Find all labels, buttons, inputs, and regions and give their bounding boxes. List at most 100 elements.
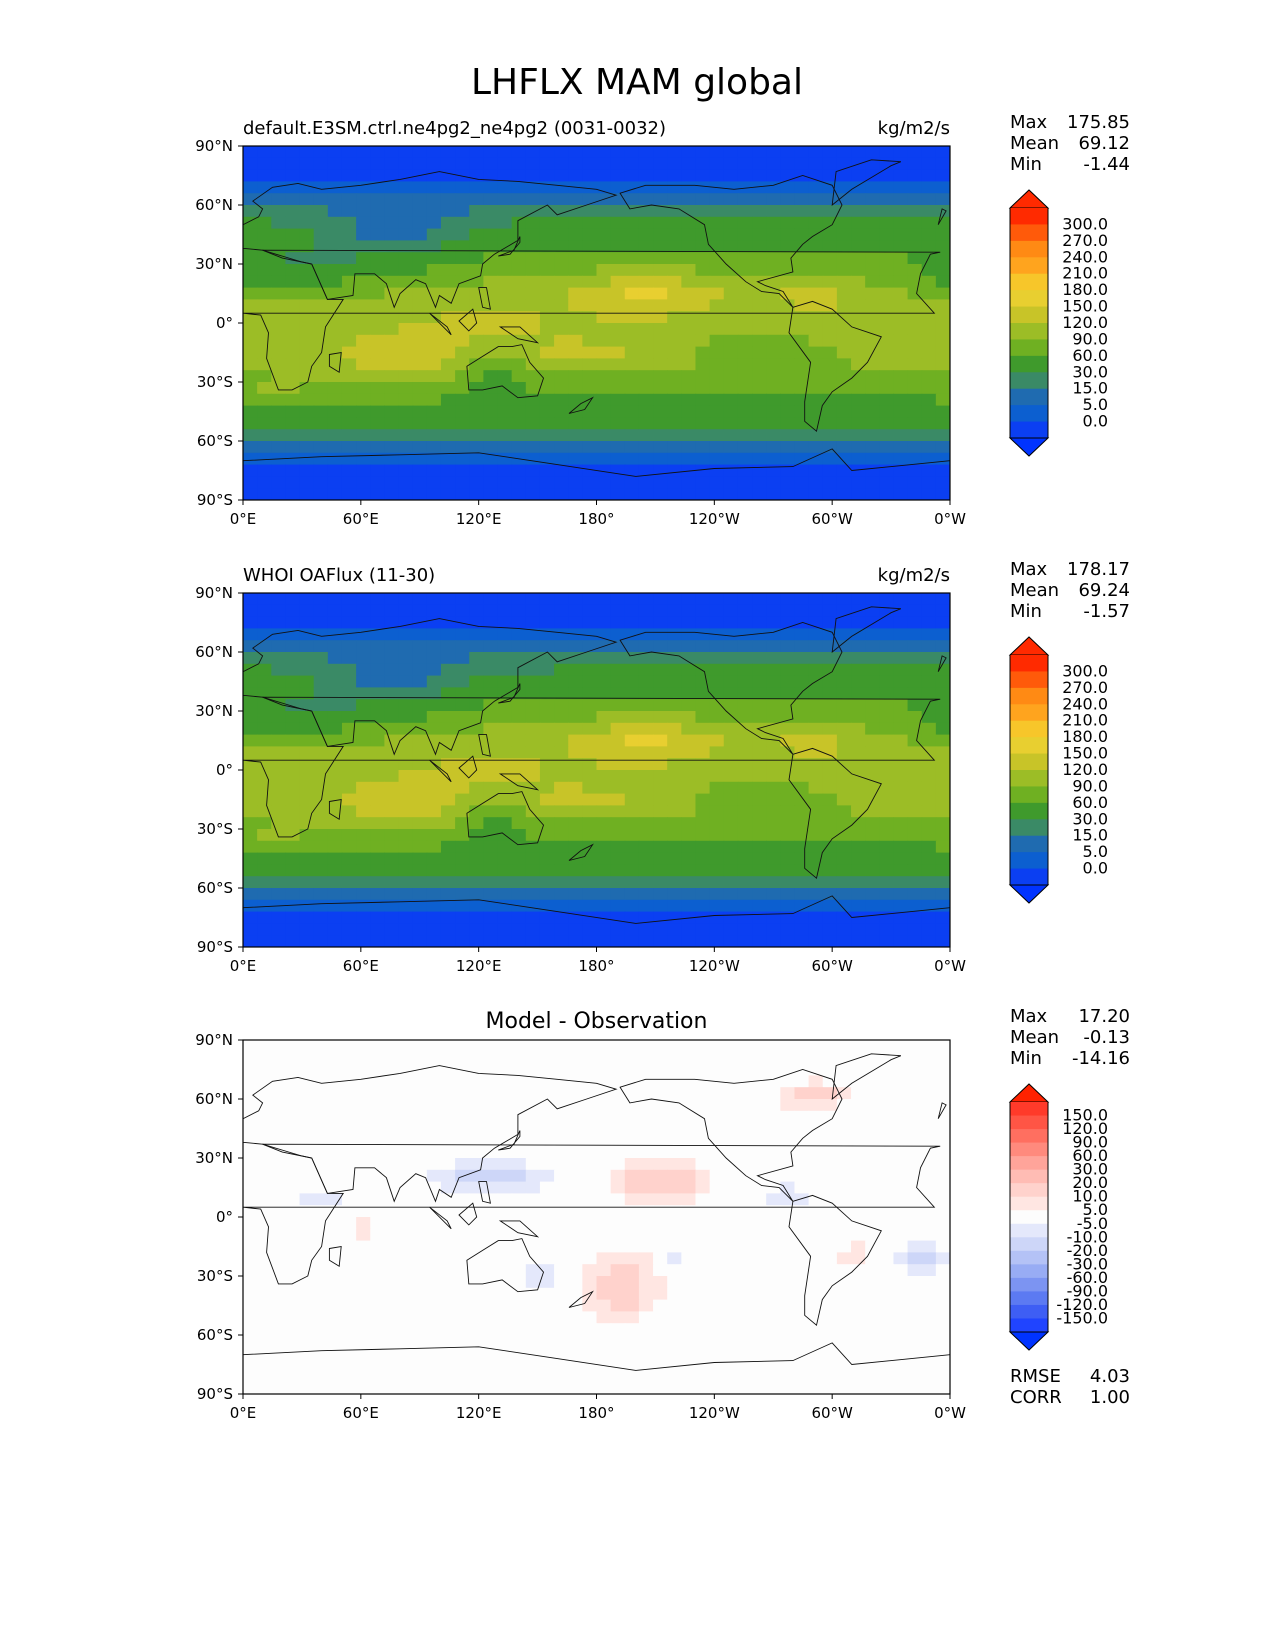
- map-cell: [879, 1205, 895, 1218]
- map-cell: [483, 675, 499, 688]
- map-cell: [539, 1264, 555, 1277]
- map-cell: [737, 287, 753, 300]
- map-cell: [681, 1158, 697, 1171]
- map-cell: [808, 770, 824, 783]
- map-cell: [766, 1110, 781, 1124]
- map-cell: [752, 864, 767, 877]
- map-cell: [412, 899, 428, 913]
- map-cell: [554, 1205, 569, 1218]
- map-cell: [851, 923, 866, 936]
- map-cell: [836, 1240, 852, 1253]
- map-cell: [766, 1240, 781, 1253]
- map-cell: [865, 652, 880, 665]
- map-cell: [398, 1040, 414, 1053]
- map-cell: [554, 146, 569, 159]
- map-cell: [709, 287, 725, 300]
- map-cell: [313, 393, 329, 407]
- map-cell: [695, 687, 711, 700]
- y-tick-label: 30°N: [195, 255, 233, 273]
- map-cell: [737, 417, 753, 430]
- map-cell: [511, 852, 527, 865]
- map-cell: [935, 1205, 950, 1218]
- map-cell: [440, 911, 456, 924]
- map-cell: [243, 358, 258, 371]
- map-cell: [370, 1110, 385, 1124]
- map-cell: [695, 181, 711, 194]
- map-cell: [624, 1382, 640, 1394]
- map-cell: [327, 888, 343, 901]
- map-cell: [271, 604, 287, 618]
- map-cell: [511, 1075, 527, 1088]
- map-cell: [483, 334, 499, 348]
- map-cell: [370, 1146, 385, 1159]
- map-cell: [780, 488, 796, 500]
- map-cell: [681, 1087, 697, 1100]
- map-cell: [285, 323, 301, 336]
- map-cell: [539, 1099, 555, 1112]
- map-cell: [752, 1382, 767, 1394]
- map-cell: [497, 429, 513, 442]
- map-cell: [950, 640, 965, 652]
- map-cell: [455, 699, 470, 712]
- map-cell: [554, 1287, 569, 1301]
- map-cell: [808, 1299, 824, 1312]
- map-cell: [440, 829, 456, 842]
- map-cell: [257, 911, 272, 924]
- map-cell: [723, 899, 739, 913]
- map-cell: [568, 675, 583, 688]
- map-cell: [737, 1099, 753, 1112]
- map-cell: [398, 1169, 414, 1183]
- map-cell: [907, 1110, 923, 1124]
- map-cell: [313, 1110, 329, 1124]
- map-cell: [271, 382, 287, 395]
- map-cell: [271, 1335, 287, 1348]
- map-cell: [243, 1051, 258, 1065]
- map-cell: [412, 346, 428, 359]
- map-cell: [582, 1370, 598, 1383]
- map-cell: [723, 358, 739, 371]
- map-cell: [935, 193, 950, 206]
- map-cell: [554, 640, 569, 653]
- map-cell: [808, 1311, 824, 1324]
- map-cell: [865, 758, 880, 771]
- map-cell: [370, 1382, 385, 1394]
- map-cell: [836, 793, 852, 806]
- map-cell: [723, 817, 739, 830]
- map-cell: [638, 805, 654, 818]
- map-cell: [950, 1111, 965, 1123]
- map-cell: [554, 1217, 569, 1230]
- map-cell: [950, 628, 965, 640]
- map-cell: [271, 781, 287, 795]
- map-cell: [243, 1193, 258, 1206]
- map-cell: [384, 334, 400, 348]
- map-cell: [794, 888, 810, 901]
- map-cell: [370, 1134, 385, 1147]
- map-cell: [539, 169, 555, 182]
- map-cell: [596, 663, 612, 677]
- map-cell: [638, 1311, 654, 1324]
- map-cell: [907, 781, 923, 795]
- map-cell: [554, 1335, 569, 1348]
- map-cell: [709, 311, 725, 324]
- map-cell: [525, 1075, 541, 1088]
- map-cell: [766, 663, 781, 677]
- map-cell: [653, 193, 668, 206]
- map-cell: [695, 1040, 711, 1053]
- map-cell: [766, 146, 781, 159]
- colorbar-tick-label: 150.0: [1062, 297, 1108, 316]
- map-cell: [653, 722, 668, 736]
- map-cell: [469, 1287, 484, 1301]
- map-cell: [709, 1193, 725, 1206]
- map-cell: [568, 441, 583, 454]
- map-cell: [794, 1040, 810, 1053]
- map-cell: [935, 1181, 950, 1194]
- map-cell: [313, 216, 329, 230]
- map-cell: [426, 1087, 442, 1100]
- map-cell: [554, 1099, 569, 1112]
- map-cell: [950, 864, 965, 876]
- map-cell: [356, 334, 371, 348]
- map-cell: [243, 616, 258, 629]
- map-cell: [893, 346, 909, 359]
- map-cell: [440, 1134, 456, 1147]
- map-cell: [808, 1087, 824, 1100]
